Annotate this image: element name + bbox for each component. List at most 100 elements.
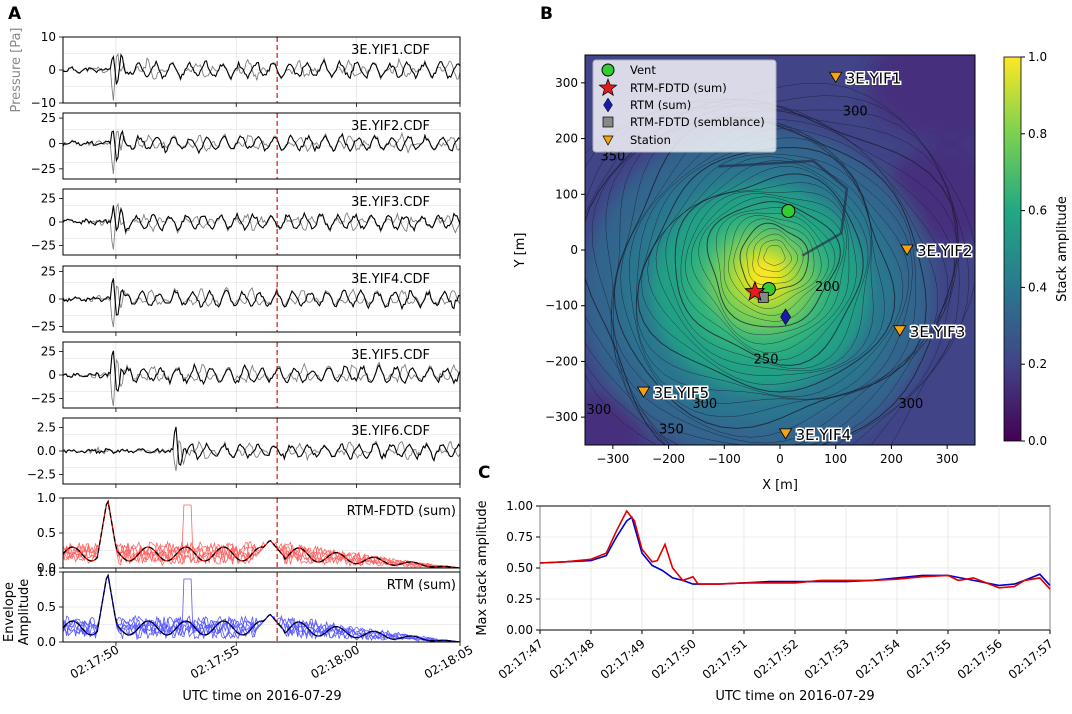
envelope-y-label-2: Amplitude [17,579,32,646]
panel-a-waveforms: 10 0 −10 3E.YIF1.CDF 25 0 −25 3E.YIF2.CDF 25 0 −25… [2,27,476,704]
legend-entry: Station [630,133,671,147]
topography-contour [613,116,927,429]
y-tick-label: −100 [545,299,578,313]
station-marker [893,325,907,337]
series-line-red [539,509,1051,590]
contour-label: 300 [587,403,612,418]
topography-contour [655,160,872,372]
station-marker [900,244,914,256]
x-tick-label: −300 [596,452,629,466]
y-tick-label: 1.0 [37,491,56,505]
contour-label: 350 [659,422,684,437]
y-tick-label: 0.75 [506,530,533,544]
topography-contour [763,245,786,266]
legend-entry: Vent [630,63,656,77]
y-tick-label: 0 [48,215,56,229]
subplot-frame [62,188,461,256]
colorbar-tick-label: 0.0 [1028,434,1047,448]
station-label: 3E.YIF3 [910,323,966,341]
panel-a-x-label: UTC time on 2016-07-29 [182,689,341,704]
trace-name: 3E.YIF4.CDF [351,272,430,287]
subplot-frame [62,265,461,333]
trace-line-black [62,129,461,163]
y-tick-label: 0.0 [37,444,56,458]
colorbar [1003,56,1022,442]
topography-contour [685,191,850,354]
x-tick-label: −100 [708,452,741,466]
contour-label: 350 [600,149,625,164]
x-tick-label: 02:17:55 [904,637,954,682]
panel-c-y-label: Max stack amplitude [475,500,490,635]
topography-contour [605,110,956,445]
y-tick-label: −300 [545,410,578,424]
y-tick-label: 10 [41,30,56,44]
crater-rim [718,159,849,257]
y-tick-label: 0.0 [37,561,56,575]
y-tick-label: −25 [31,392,56,406]
topography-contour [746,228,804,285]
y-tick-label: 200 [555,132,578,146]
trace-name: 3E.YIF1.CDF [351,43,430,58]
x-tick-label: 02:17:55 [188,642,242,681]
x-tick-label: 02:18:00 [308,642,362,681]
topography-contour [680,182,857,361]
y-tick-label: 1.0 [37,565,56,579]
y-tick-label: −10 [31,96,56,110]
vent-marker [781,204,796,218]
topography-contour [585,82,975,445]
legend-entry: RTM-FDTD (semblance) [630,115,765,129]
panel-label-c: C [478,463,490,483]
y-tick-label: 0 [48,292,56,306]
contour-label: 200 [815,280,840,295]
colorbar-tick-label: 1.0 [1028,50,1047,64]
topography-contour [585,95,970,445]
y-tick-label: 0.50 [506,561,533,575]
y-tick-label: 2.5 [37,420,56,434]
trace-line-black [62,53,461,85]
contour-label: 300 [899,397,924,412]
station-marker [829,71,843,84]
station-marker [636,386,651,398]
map-legend: Vent RTM-FDTD (sum) RTM (sum) RTM-FDTD (sem… [592,59,777,153]
legend-diamond-icon [603,97,613,113]
legend-entry: RTM-FDTD (sum) [630,81,727,95]
trace-name: 3E.YIF6.CDF [351,424,430,439]
y-tick-label: 0.0 [37,635,56,649]
y-tick-label: 25 [41,344,56,358]
waveform-subplot: 2.5 0.0 −2.5 3E.YIF6.CDF [27,417,461,488]
topography-contour [723,212,829,316]
trace-name: 3E.YIF3.CDF [351,195,430,210]
x-tick-label: 02:17:54 [853,637,903,682]
legend-square-icon [602,116,614,128]
topography-contour [635,128,910,400]
subplot-frame [62,497,461,569]
contour-label: 250 [754,353,779,368]
rtm-sum-marker [780,308,791,326]
subplot-frame [62,341,461,409]
station-marker [778,428,793,440]
topography-contour [636,137,904,398]
y-tick-label: 300 [555,76,578,90]
topography-contour [698,196,845,336]
topography-contour [585,98,957,445]
topography-contour [706,200,841,328]
x-tick-label: 02:17:50 [649,637,699,682]
waveform-subplot: 25 0 −25 3E.YIF3.CDF [31,188,461,259]
y-tick-label: −200 [545,354,578,368]
topography-contour [728,215,822,309]
trace-name: 3E.YIF5.CDF [351,348,430,363]
colorbar-tick-label: 0.8 [1028,127,1047,141]
subplot-frame [62,36,461,104]
x-tick-label: 100 [824,452,847,466]
y-tick-label: 0 [48,368,56,382]
station-label: 3E.YIF2 [917,242,973,260]
y-tick-label: 0 [48,136,56,150]
trace-line-gray [62,130,461,175]
panel-label-b: B [540,4,553,24]
y-tick-label: −25 [31,320,56,334]
topography-contour [674,173,864,367]
y-tick-label: 25 [41,191,56,205]
waveform-subplot: 25 0 −25 3E.YIF5.CDF [31,341,461,412]
topography-contour [739,222,809,294]
station-label: 3E.YIF1 [846,69,902,87]
